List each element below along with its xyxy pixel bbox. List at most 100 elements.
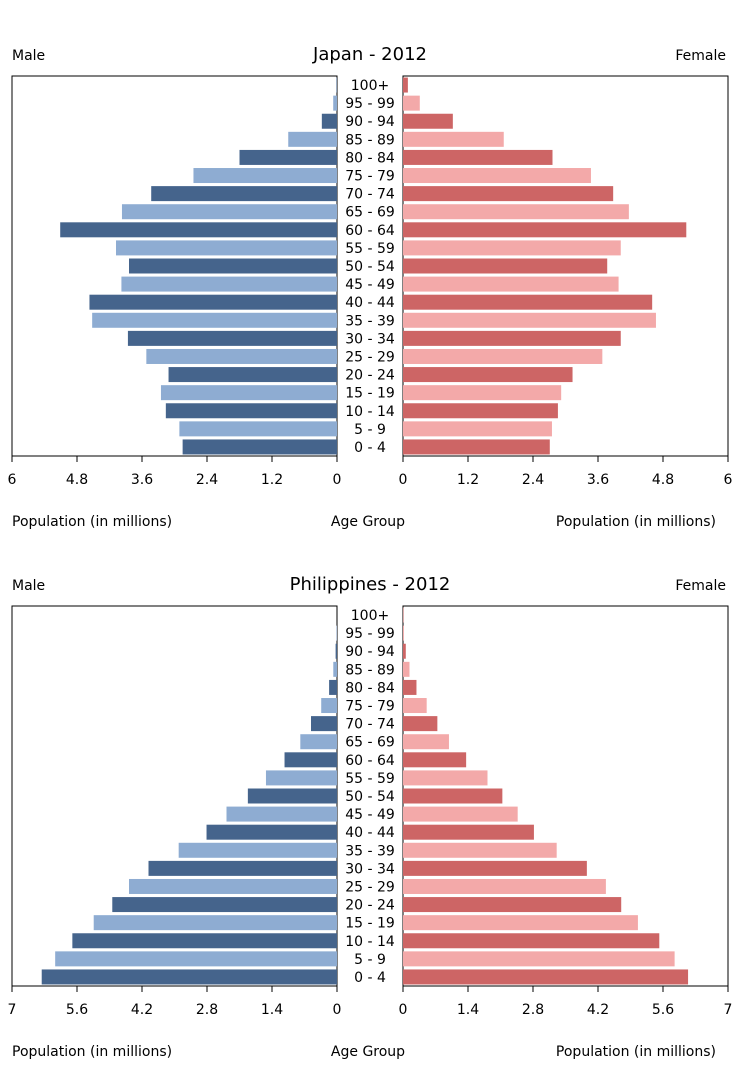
- japan-male-bar: [89, 294, 337, 310]
- japan-age-label: 65 - 69: [345, 205, 395, 221]
- japan-male-bar: [182, 439, 337, 455]
- philippines-age-label: 15 - 19: [345, 916, 395, 932]
- japan-male-tick-label: 1.2: [261, 472, 283, 488]
- japan-male-tick-label: 2.4: [196, 472, 218, 488]
- philippines-female-bar: [403, 625, 404, 641]
- japan-age-label: 60 - 64: [345, 223, 395, 239]
- philippines-female-bar: [403, 969, 689, 985]
- philippines-female-bar: [403, 878, 606, 894]
- japan-female-bar: [403, 77, 408, 93]
- japan-female-tick-label: 4.8: [652, 472, 674, 488]
- japan-male-bar: [336, 77, 337, 93]
- japan-age-label: 20 - 24: [345, 368, 395, 384]
- philippines-male-bar: [333, 661, 337, 677]
- japan-male-bar: [321, 113, 337, 129]
- japan-female-bar: [403, 421, 552, 437]
- philippines-age-label: 30 - 34: [345, 861, 395, 877]
- philippines-age-label: 25 - 29: [345, 879, 395, 895]
- philippines-xlabel-right: Population (in millions): [555, 1044, 716, 1060]
- japan-age-label: 85 - 89: [345, 132, 395, 148]
- japan-male-tick-label: 3.6: [131, 472, 153, 488]
- philippines-female-label: Female: [675, 578, 726, 594]
- japan-male-bar: [333, 95, 337, 111]
- japan-male-bar: [127, 330, 338, 346]
- philippines-age-label: 50 - 54: [345, 789, 395, 805]
- japan-male-bar: [160, 385, 337, 401]
- japan-age-label: 80 - 84: [345, 150, 395, 166]
- philippines-male-tick-label: 0: [333, 1002, 342, 1018]
- japan-male-bar: [121, 276, 338, 292]
- philippines-male-bar: [72, 933, 337, 949]
- japan-female-bar: [403, 204, 629, 220]
- philippines-age-label: 60 - 64: [345, 753, 395, 769]
- philippines-male-label: Male: [12, 578, 46, 594]
- philippines-male-bar: [311, 716, 337, 732]
- philippines-female-bar: [403, 734, 449, 750]
- philippines-female-bar: [403, 842, 557, 858]
- philippines-xlabel-center: Age Group: [330, 1044, 406, 1060]
- japan-female-bar: [403, 222, 687, 238]
- philippines-female-bar: [403, 915, 638, 931]
- philippines-age-label: 90 - 94: [345, 644, 395, 660]
- philippines-male-bar: [329, 679, 337, 695]
- japan-male-bar: [193, 168, 337, 184]
- japan-female-bar: [403, 385, 562, 401]
- philippines-age-label: 95 - 99: [345, 626, 395, 642]
- philippines-age-label: 35 - 39: [345, 843, 395, 859]
- philippines-age-label: 40 - 44: [345, 825, 395, 841]
- philippines-male-bar: [55, 951, 338, 967]
- philippines-female-tick-label: 1.4: [457, 1002, 479, 1018]
- japan-male-tick-label: 4.8: [66, 472, 88, 488]
- japan-age-label: 50 - 54: [345, 259, 395, 275]
- philippines-female-bar: [403, 661, 410, 677]
- philippines-male-tick-label: 7: [8, 1002, 17, 1018]
- japan-male-bar: [179, 421, 337, 437]
- japan-male-bar: [288, 131, 337, 147]
- philippines-male-bar: [178, 842, 337, 858]
- philippines-age-label: 45 - 49: [345, 807, 395, 823]
- philippines-age-label: 65 - 69: [345, 735, 395, 751]
- philippines-male-bar: [321, 698, 337, 714]
- philippines-female-bar: [403, 824, 534, 840]
- japan-age-label: 0 - 4: [354, 440, 386, 456]
- japan-female-tick-label: 1.2: [457, 472, 479, 488]
- philippines-age-label: 5 - 9: [354, 952, 386, 968]
- japan-age-label: 95 - 99: [345, 96, 395, 112]
- japan-male-bar: [92, 312, 338, 328]
- philippines-female-tick-label: 4.2: [587, 1002, 609, 1018]
- philippines-male-tick-label: 4.2: [131, 1002, 153, 1018]
- japan-male-bar: [165, 403, 337, 419]
- japan-age-label: 25 - 29: [345, 349, 395, 365]
- philippines-female-bar: [403, 716, 438, 732]
- japan-age-label: 35 - 39: [345, 313, 395, 329]
- japan-pyramid: 0 - 4 5 - 9 10 - 14 15 - 19 20 - 24 25 - 29 30…: [0, 0, 740, 530]
- philippines-age-label: 80 - 84: [345, 680, 395, 696]
- japan-xlabel-left: Population (in millions): [12, 514, 173, 530]
- japan-female-tick-label: 2.4: [522, 472, 544, 488]
- philippines-female-bar: [403, 679, 417, 695]
- philippines-female-tick-label: 5.6: [652, 1002, 674, 1018]
- philippines-female-bar: [403, 860, 587, 876]
- japan-male-tick-label: 0: [333, 472, 342, 488]
- philippines-age-label: 55 - 59: [345, 771, 395, 787]
- philippines-male-bar: [112, 897, 338, 913]
- japan-age-label: 70 - 74: [345, 187, 395, 203]
- japan-male-bar: [116, 240, 337, 256]
- japan-male-bar: [60, 222, 337, 238]
- japan-female-tick-label: 0: [399, 472, 408, 488]
- philippines-age-label: 75 - 79: [345, 699, 395, 715]
- japan-female-bar: [403, 276, 619, 292]
- philippines-female-tick-label: 2.8: [522, 1002, 544, 1018]
- japan-female-bar: [403, 240, 621, 256]
- philippines-male-tick-label: 5.6: [66, 1002, 88, 1018]
- philippines-chart-title: Philippines - 2012: [289, 574, 451, 595]
- philippines-female-bar: [403, 806, 518, 822]
- japan-male-bar: [129, 258, 337, 274]
- japan-male-bar: [146, 348, 337, 364]
- philippines-female-bar: [403, 770, 488, 786]
- philippines-male-bar: [93, 915, 337, 931]
- philippines-chart-svg: 0 - 4 5 - 9 10 - 14 15 - 19 20 - 24 25 - 29 30…: [8, 605, 732, 1018]
- japan-female-bar: [403, 403, 558, 419]
- philippines-male-bar: [284, 752, 337, 768]
- japan-chart-title: Japan - 2012: [313, 44, 427, 65]
